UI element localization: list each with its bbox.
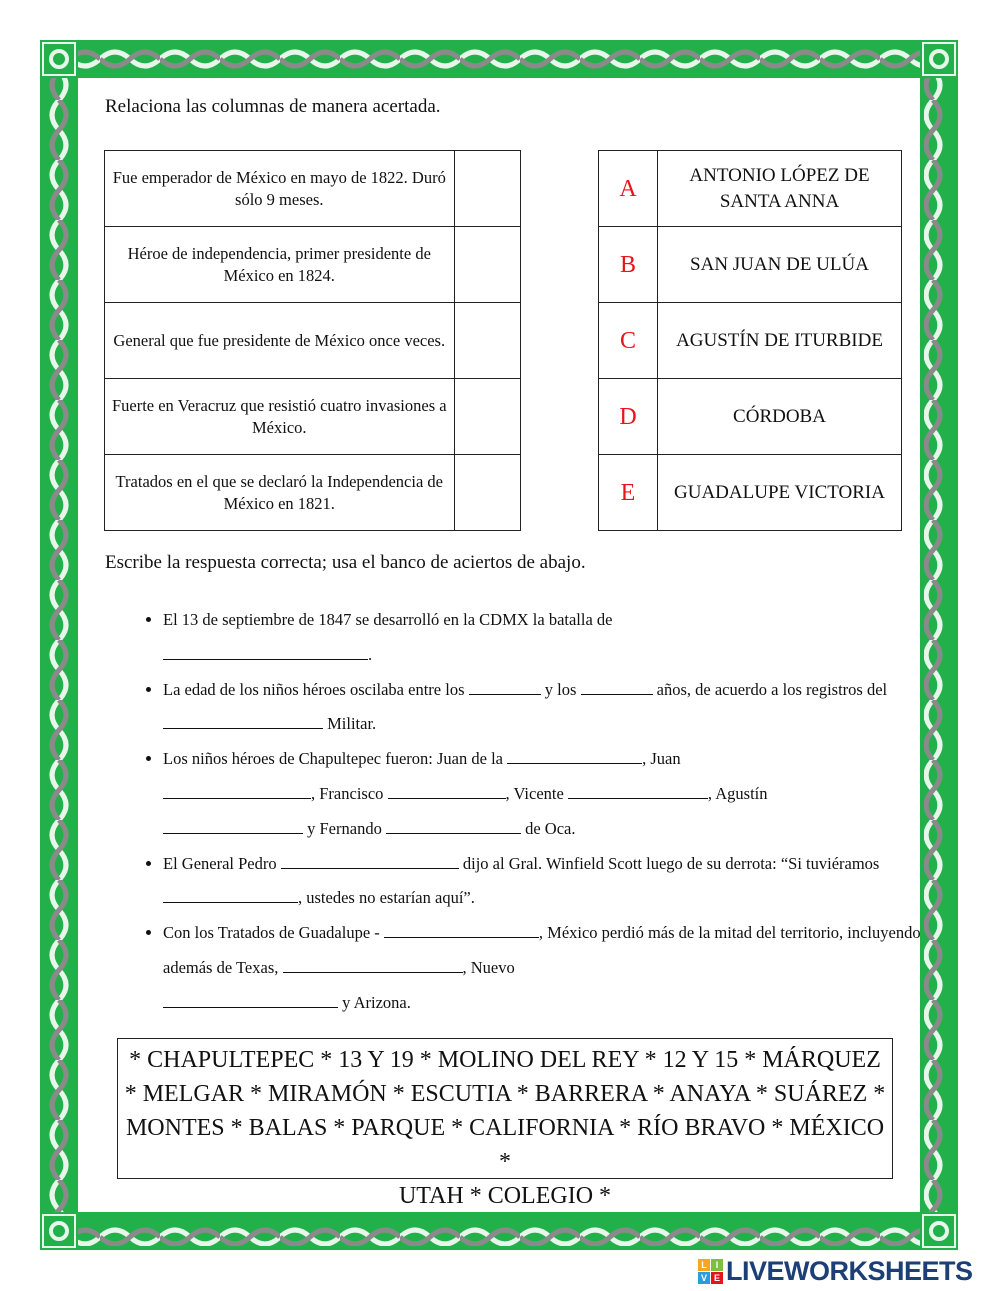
logo-mark-icon: L I V E: [698, 1258, 723, 1284]
blank-input[interactable]: [163, 885, 298, 904]
answer-box[interactable]: [453, 454, 522, 531]
sentence-text: años, de acuerdo a los registros del: [656, 679, 888, 699]
sentence-text: , Vicente: [505, 783, 564, 803]
sentence-text: dijo al Gral. Winfield Scott luego de su…: [462, 853, 880, 873]
blank-input[interactable]: [163, 781, 311, 799]
question-text: Fuerte en Veracruz que resistió cuatro i…: [104, 378, 455, 455]
blank-input[interactable]: [163, 642, 368, 660]
sentence-text: , Nuevo: [462, 957, 515, 977]
match-instruction: Relaciona las columnas de manera acertad…: [105, 96, 441, 117]
option-text: SAN JUAN DE ULÚA: [657, 226, 902, 303]
blank-input[interactable]: [385, 816, 521, 834]
logo-text: LIVEWORKSHEETS: [726, 1255, 973, 1286]
sentence-text: , ustedes no estarían aquí”.: [298, 888, 475, 908]
questions-table: Fue emperador de México en mayo de 1822.…: [104, 150, 522, 531]
option-letter: B: [598, 226, 658, 303]
table-row: Fuerte en Veracruz que resistió cuatro i…: [104, 378, 522, 455]
logo-letter: L: [698, 1258, 710, 1271]
blank-input[interactable]: [383, 920, 539, 939]
sentence-text: Con los Tratados de Guadalupe -: [163, 923, 380, 943]
sentence-text: El 13 de septiembre de 1847 se desarroll…: [163, 610, 613, 629]
liveworksheets-logo: L I V E LIVEWORKSHEETS: [698, 1256, 973, 1286]
blank-input[interactable]: [280, 851, 459, 869]
logo-letter: V: [698, 1271, 710, 1284]
table-row: C AGUSTÍN DE ITURBIDE: [598, 302, 902, 379]
blank-input[interactable]: [580, 677, 653, 695]
sentence-text: de Oca.: [525, 818, 576, 838]
word-bank-line: UTAH * COLEGIO *: [398, 1183, 612, 1209]
table-row: A ANTONIO LÓPEZ DE SANTA ANNA: [598, 150, 902, 227]
fill-instruction: Escribe la respuesta correcta; usa el ba…: [105, 552, 586, 573]
table-row: Tratados en el que se declaró la Indepen…: [104, 454, 522, 531]
blank-input[interactable]: [507, 746, 643, 765]
option-letter: C: [598, 302, 658, 379]
table-row: Fue emperador de México en mayo de 1822.…: [104, 150, 522, 227]
sentence-text: El General Pedro: [163, 853, 277, 873]
question-text: Fue emperador de México en mayo de 1822.…: [104, 150, 455, 227]
option-letter: A: [598, 150, 658, 227]
word-bank-line: * CHAPULTEPEC * 13 Y 19 * MOLINO DEL REY…: [129, 1047, 881, 1073]
list-item: Con los Tratados de Guadalupe - , México…: [163, 916, 933, 1020]
options-table: A ANTONIO LÓPEZ DE SANTA ANNA B SAN JUAN D…: [598, 150, 902, 531]
table-row: E GUADALUPE VICTORIA: [598, 454, 902, 531]
sentence-text: , México perdió más de la mitad del terr…: [163, 923, 921, 977]
sentence-text: , Juan: [642, 749, 681, 769]
logo-letter: E: [711, 1271, 723, 1284]
answer-box[interactable]: [453, 302, 522, 379]
list-item: El 13 de septiembre de 1847 se desarroll…: [163, 603, 933, 673]
blank-input[interactable]: [468, 677, 541, 695]
sentence-text: La edad de los niños héroes oscilaba ent…: [163, 679, 465, 699]
blank-input[interactable]: [163, 816, 303, 834]
option-letter: D: [598, 378, 658, 455]
answer-box[interactable]: [453, 226, 522, 303]
option-letter: E: [598, 454, 658, 531]
sentence-text: y Arizona.: [342, 992, 411, 1012]
logo-letter: I: [711, 1258, 723, 1271]
table-row: D CÓRDOBA: [598, 378, 902, 455]
word-bank-line: * MELGAR * MIRAMÓN * ESCUTIA * BARRERA *…: [124, 1081, 886, 1107]
list-item: El General Pedro dijo al Gral. Winfield …: [163, 847, 933, 917]
table-row: General que fue presidente de México onc…: [104, 302, 522, 379]
sentence-text: .: [368, 644, 377, 664]
list-item: La edad de los niños héroes oscilaba ent…: [163, 673, 933, 743]
table-row: B SAN JUAN DE ULÚA: [598, 226, 902, 303]
blank-input[interactable]: [567, 781, 708, 799]
question-text: General que fue presidente de México onc…: [104, 302, 455, 379]
word-bank-line: MONTES * BALAS * PARQUE * CALIFORNIA * R…: [125, 1115, 885, 1175]
blank-input[interactable]: [387, 781, 506, 799]
table-row: Héroe de independencia, primer president…: [104, 226, 522, 303]
sentence-text: y Fernando: [307, 818, 382, 838]
question-text: Tratados en el que se declaró la Indepen…: [104, 454, 455, 531]
list-item: Los niños héroes de Chapultepec fueron: …: [163, 742, 933, 846]
blank-input[interactable]: [282, 955, 463, 973]
fill-in-list: El 13 de septiembre de 1847 se desarroll…: [130, 603, 933, 1021]
sentence-text: y los: [544, 679, 577, 699]
sentence-text: , Francisco: [311, 783, 384, 803]
blank-input[interactable]: [163, 990, 338, 1008]
option-text: GUADALUPE VICTORIA: [657, 454, 902, 531]
option-text: ANTONIO LÓPEZ DE SANTA ANNA: [657, 150, 902, 227]
answer-box[interactable]: [453, 150, 522, 227]
option-text: AGUSTÍN DE ITURBIDE: [657, 302, 902, 379]
word-bank: * CHAPULTEPEC * 13 Y 19 * MOLINO DEL REY…: [117, 1038, 893, 1209]
question-text: Héroe de independencia, primer president…: [104, 226, 455, 303]
option-text: CÓRDOBA: [657, 378, 902, 455]
sentence-text: Militar.: [327, 714, 377, 734]
sentence-text: , Agustín: [707, 783, 768, 803]
answer-box[interactable]: [453, 378, 522, 455]
blank-input[interactable]: [163, 711, 323, 730]
sentence-text: Los niños héroes de Chapultepec fueron: …: [163, 749, 503, 769]
